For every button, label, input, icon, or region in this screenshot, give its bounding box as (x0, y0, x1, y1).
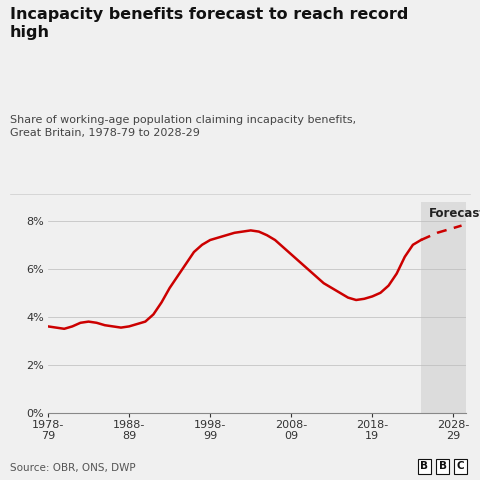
Text: C: C (457, 461, 465, 471)
Bar (421, 202, 466, 413)
Text: Share of working-age population claiming incapacity benefits,
Great Britain, 197: Share of working-age population claiming… (10, 115, 356, 138)
Text: B: B (420, 461, 428, 471)
Text: B: B (439, 461, 446, 471)
Text: Incapacity benefits forecast to reach record
high: Incapacity benefits forecast to reach re… (10, 7, 408, 40)
Text: Forecast: Forecast (429, 207, 480, 220)
Text: Source: OBR, ONS, DWP: Source: OBR, ONS, DWP (10, 463, 135, 473)
